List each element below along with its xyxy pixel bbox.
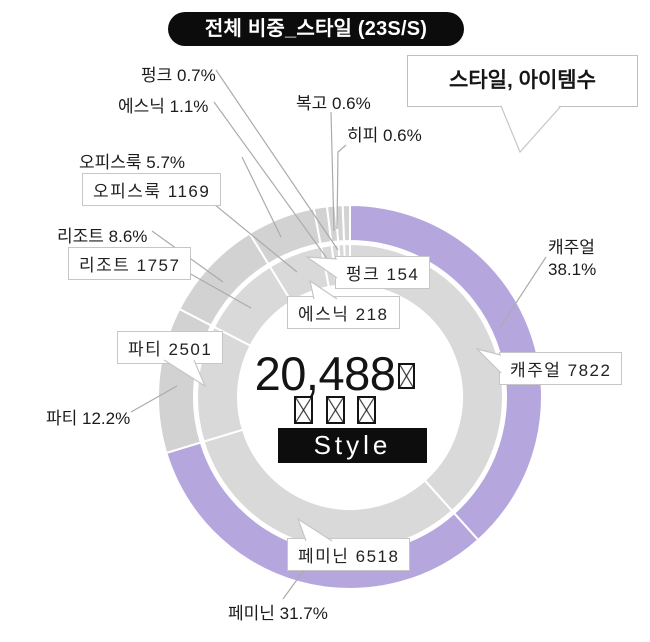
leader-lines bbox=[130, 69, 547, 600]
callout-party-items: 파티 2501 bbox=[117, 331, 224, 364]
missing-glyph-icon bbox=[398, 363, 416, 389]
donut-inner-segment bbox=[349, 242, 504, 513]
total-count-value: 20,488 bbox=[254, 347, 396, 400]
leader-casual-pct bbox=[498, 256, 547, 330]
label-party-percent: 파티 12.2% bbox=[46, 409, 131, 428]
label-casual-percent: 캐주얼 38.1% bbox=[548, 237, 596, 281]
missing-glyph-icon bbox=[325, 396, 345, 424]
missing-glyph-icon bbox=[356, 396, 376, 424]
total-count: 20,488 bbox=[225, 346, 445, 401]
leader-feminine-pct bbox=[282, 565, 308, 600]
missing-glyph-row bbox=[225, 396, 445, 424]
label-casual-value: 38.1% bbox=[548, 260, 597, 279]
callout-ethnic-items: 에스닉 218 bbox=[287, 296, 400, 329]
label-office-percent: 오피스룩 5.7% bbox=[79, 153, 186, 172]
label-casual-name: 캐주얼 bbox=[548, 238, 595, 257]
leader-punk bbox=[215, 69, 339, 251]
callout-resort-items: 리조트 1757 bbox=[68, 247, 192, 280]
label-punk-percent: 펑크 0.7% bbox=[141, 66, 216, 85]
page-title: 전체 비중_스타일 (23S/S) bbox=[168, 12, 464, 46]
missing-glyph-icon bbox=[294, 396, 314, 424]
leader-resort-items bbox=[179, 267, 252, 309]
leader-ethnic bbox=[213, 101, 332, 265]
leader-office-pct bbox=[241, 156, 282, 238]
callout-punk-items: 펑크 154 bbox=[335, 256, 431, 289]
leader-party-pct bbox=[130, 385, 178, 413]
style-badge: Style bbox=[278, 428, 427, 463]
leader-retro bbox=[330, 111, 335, 232]
label-resort-percent: 리조트 8.6% bbox=[57, 227, 148, 246]
label-ethnic-percent: 에스닉 1.1% bbox=[118, 97, 209, 116]
label-feminine-percent: 페미닌 31.7% bbox=[228, 604, 328, 623]
label-retro-percent: 복고 0.6% bbox=[296, 94, 371, 113]
legend-callout: 스타일, 아이템수 bbox=[407, 55, 638, 107]
callout-office-items: 오피스룩 1169 bbox=[82, 173, 222, 206]
label-hippie-percent: 히피 0.6% bbox=[347, 126, 422, 145]
leader-hippie bbox=[336, 144, 347, 230]
callout-feminine-items: 페미닌 6518 bbox=[287, 538, 411, 571]
donut-outer-segment bbox=[341, 203, 351, 243]
callout-casual-items: 캐주얼 7822 bbox=[499, 352, 623, 385]
